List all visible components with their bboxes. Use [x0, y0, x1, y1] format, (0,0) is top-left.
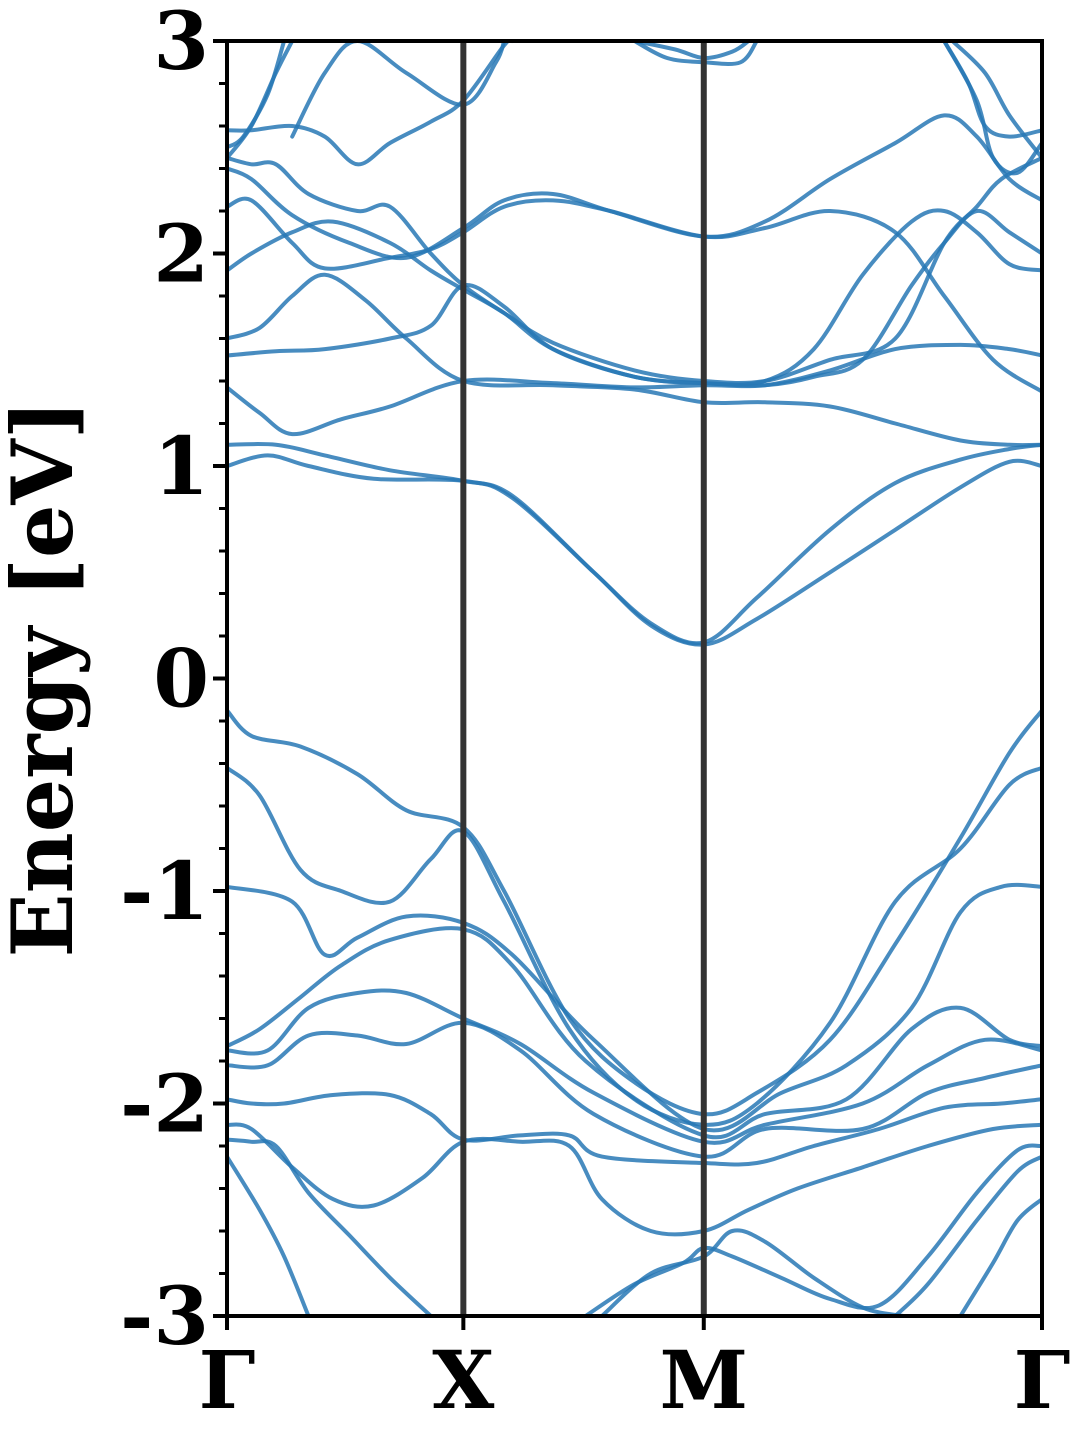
band-line-7: [227, 1091, 1042, 1167]
y-tick-label: 3: [153, 0, 209, 88]
y-tick-label: -3: [120, 1269, 209, 1363]
plot-frame: [225, 39, 1044, 1318]
band-line-23: [227, 155, 1042, 386]
band-line-9: [227, 1137, 433, 1316]
x-tick-label: Γ: [1014, 1333, 1071, 1427]
band-line-27: [290, 41, 507, 139]
band-line-15: [227, 453, 1042, 647]
band-line-13: [893, 1154, 1042, 1316]
x-tick-label: X: [432, 1333, 494, 1427]
y-tick-label: -1: [120, 844, 209, 938]
band-line-14: [958, 1197, 1042, 1316]
band-line-8: [227, 1122, 1042, 1237]
y-tick-label: -2: [120, 1057, 209, 1151]
band-line-32: [950, 41, 1042, 160]
y-axis-title: Energy [eV]: [0, 400, 92, 958]
band-line-24: [227, 41, 515, 167]
y-tick-label: 2: [153, 207, 209, 301]
band-line-5: [227, 988, 1042, 1145]
band-line-12: [599, 1228, 906, 1316]
y-tick-label: 0: [153, 632, 209, 726]
band-line-22: [227, 113, 1042, 261]
band-line-1: [227, 708, 1042, 1117]
band-line-31: [942, 41, 1042, 139]
y-tick-label: 1: [153, 419, 209, 513]
x-tick-label: M: [659, 1333, 748, 1427]
band-line-16: [227, 442, 1042, 646]
band-line-19: [227, 272, 1042, 448]
bands-layer: [227, 41, 1042, 1316]
band-line-21: [227, 196, 1042, 394]
band-line-11: [227, 1154, 311, 1316]
y-axis-ticks: [213, 39, 1044, 1330]
band-line-26: [227, 41, 295, 160]
band-line-3: [227, 882, 1042, 1133]
band-line-6: [227, 1020, 1042, 1159]
y-tick-labels: -3 -2 -1 0 1 2 3: [120, 0, 209, 1363]
x-tick-label: Γ: [199, 1333, 256, 1427]
band-line-17: [227, 342, 1042, 437]
high-symmetry-lines: [460, 41, 707, 1316]
band-line-30: [942, 41, 1042, 176]
band-line-2: [227, 765, 1042, 1127]
band-line-4: [227, 926, 1042, 1140]
